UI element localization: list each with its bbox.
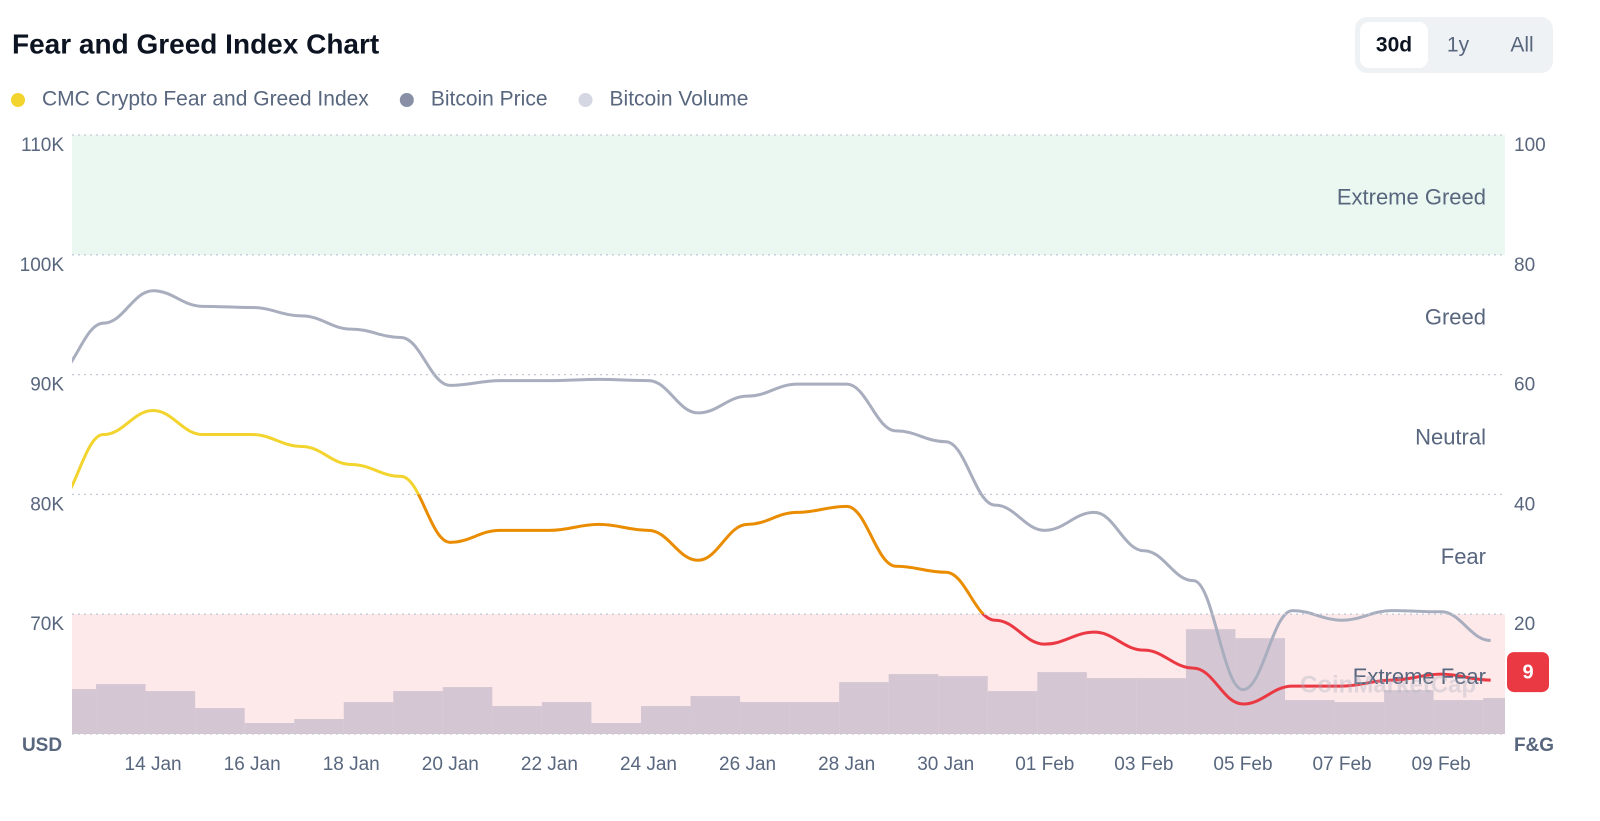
x-tick-label: 09 Feb [1412,754,1471,775]
x-tick-label: 05 Feb [1213,754,1272,775]
current-value-badge [1507,652,1549,693]
volume-bar [1235,638,1285,734]
volume-bar [1185,629,1236,734]
y-tick-label: 110K [21,135,64,156]
volume-bar [72,689,97,734]
x-tick-label: 26 Jan [719,754,776,775]
plot-area [72,135,1505,734]
volume-bar [839,682,889,734]
zone-label: Greed [1425,305,1486,330]
volume-bar [789,702,840,734]
x-tick-label: 22 Jan [521,754,578,775]
y-tick-label: 90K [30,375,64,396]
zone-label: Fear [1441,544,1486,569]
volume-bar [244,723,295,734]
range-button[interactable]: 1y [1447,34,1470,57]
series-line [72,289,1491,692]
x-tick-label: 03 Feb [1114,754,1173,775]
volume-bar [96,684,146,734]
legend-marker [11,93,25,107]
x-tick-label: 07 Feb [1312,754,1371,775]
volume-bar [1136,678,1186,734]
volume-bar [1433,700,1484,734]
x-tick-label: 20 Jan [422,754,479,775]
range-button[interactable]: 30d [1376,34,1412,57]
volume-bar [442,687,493,734]
y-tick-label: 100K [20,255,65,276]
volume-bar [1384,690,1434,734]
range-button[interactable]: All [1510,34,1533,57]
y2-tick-label: 20 [1514,614,1535,635]
volume-bar [1334,702,1385,734]
legend-label[interactable]: Bitcoin Price [431,88,548,111]
x-tick-label: 16 Jan [224,754,281,775]
chart-title: Fear and Greed Index Chart [12,28,379,59]
y2-axis-label: F&G [1514,735,1554,756]
volume-bar [1285,700,1335,734]
volume-bar [195,708,245,734]
legend-label[interactable]: Bitcoin Volume [610,88,749,111]
x-tick-label: 18 Jan [323,754,380,775]
volume-bar [938,676,988,734]
volume-bar [1086,678,1137,734]
x-tick-label: 14 Jan [125,754,182,775]
legend-marker [578,93,593,107]
volume-bar [492,706,542,734]
x-tick-label: 30 Jan [917,754,974,775]
zone-label: Extreme Fear [1353,664,1486,689]
volume-bar [740,702,790,734]
volume-bar [640,706,691,734]
volume-bar [987,691,1038,734]
y-tick-label: 80K [30,494,64,515]
volume-bar [888,674,939,734]
watermark: CoinMarketCap [1300,671,1476,698]
range-button-bg[interactable] [1360,22,1428,68]
series-line [72,409,1491,706]
zone-label: Extreme Greed [1337,185,1486,210]
legend-label[interactable]: CMC Crypto Fear and Greed Index [42,88,369,111]
volume-bar [145,691,196,734]
zone-label: Neutral [1415,424,1486,449]
y2-tick-label: 60 [1514,375,1535,396]
y2-tick-label: 100 [1514,135,1546,156]
zone-band [72,135,1505,255]
volume-bar [343,702,394,734]
volume-bar [541,702,592,734]
legend-marker [399,93,414,107]
x-tick-label: 28 Jan [818,754,875,775]
x-tick-label: 24 Jan [620,754,677,775]
volume-bar [393,691,443,734]
volume-bar [591,723,641,734]
y-axis-label: USD [22,735,62,756]
y-tick-label: 70K [30,614,64,635]
volume-bar [1483,698,1505,734]
y2-tick-label: 40 [1514,494,1535,515]
y2-tick-label: 80 [1514,255,1535,276]
volume-bar [294,719,344,734]
current-value-label: 9 [1522,661,1533,683]
volume-bar [690,696,741,734]
x-tick-label: 01 Feb [1015,754,1074,775]
volume-bar [1037,672,1087,734]
